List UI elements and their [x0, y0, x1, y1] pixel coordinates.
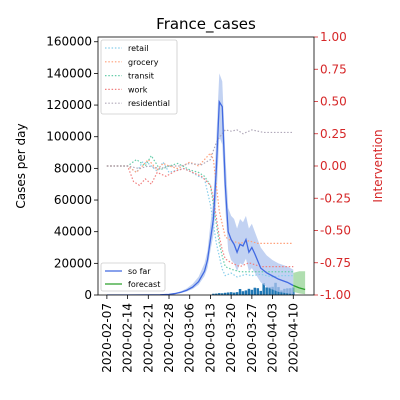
daily-case-bar: [262, 283, 265, 295]
plot-frame: [97, 36, 315, 296]
right-tick-label: -0.75: [320, 256, 351, 270]
daily-case-bar: [232, 292, 236, 295]
forecast-confidence-band: [293, 271, 306, 295]
intervention-line-residential: [106, 129, 294, 170]
daily-case-bar: [253, 287, 257, 295]
left-tick-label: 20000: [54, 256, 92, 270]
daily-case-bar: [271, 286, 274, 295]
y-axis-label: Cases per day: [14, 123, 28, 208]
x-tick-label: 2020-03-06: [183, 303, 197, 373]
x-tick-label: 2020-02-07: [100, 303, 114, 373]
chart-title: France_cases: [156, 15, 256, 34]
right-tick-label: -0.25: [320, 191, 351, 205]
left-tick-label: 140000: [46, 66, 92, 80]
x-tick-label: 2020-03-13: [203, 303, 217, 373]
so-far-line: [106, 99, 294, 295]
daily-case-bar: [212, 293, 215, 295]
x-tick-label: 2020-03-27: [245, 303, 259, 373]
daily-case-bar: [259, 290, 262, 295]
right-tick-label: 0.50: [320, 95, 347, 109]
daily-case-bar: [247, 288, 251, 295]
x-tick-label: 2020-03-20: [224, 303, 238, 373]
right-tick-label: 0.00: [320, 159, 347, 173]
forecast-line: [293, 284, 306, 291]
legend-label-work: work: [128, 85, 148, 94]
right-tick-label: 0.25: [320, 127, 347, 141]
legend-cases: so far forecast: [100, 262, 166, 292]
daily-case-bar: [256, 288, 260, 295]
intervention-line-retail: [106, 160, 294, 278]
x-tick-label: 2020-04-10: [286, 303, 300, 373]
left-tick-label: 160000: [46, 35, 92, 49]
daily-case-bar: [215, 293, 218, 295]
x-axis: 2020-02-07 2020-02-14 2020-02-21 2020-02-28…: [100, 295, 300, 373]
x-tick-label: 2020-02-28: [162, 303, 176, 373]
right-y-axis: -1.00 -0.75 -0.50 -0.25 0.00 0.25 0.50 0.75 1.00: [314, 30, 351, 302]
left-tick-label: 80000: [54, 161, 92, 175]
right-tick-label: 0.75: [320, 62, 347, 76]
daily-case-bar: [244, 290, 248, 295]
intervention-line-grocery: [106, 152, 294, 245]
daily-case-bar: [218, 293, 221, 295]
daily-case-bar: [241, 291, 245, 295]
left-tick-label: 40000: [54, 225, 92, 239]
daily-case-bar: [226, 292, 230, 295]
intervention-line-transit: [106, 154, 294, 273]
legend-label-forecast: forecast: [128, 280, 160, 289]
so-far-confidence-band: [106, 73, 294, 295]
x-tick-label: 2020-04-03: [266, 303, 280, 373]
daily-case-bar: [223, 292, 227, 295]
legend-interventions: retail grocery transit work residential: [100, 39, 178, 115]
daily-case-bar: [268, 287, 271, 295]
y2-axis-label: Intervention: [371, 129, 385, 202]
daily-case-bar: [265, 287, 268, 295]
left-y-axis: 0 20000 40000 60000 80000 100000 120000 140000 1…: [46, 35, 98, 302]
daily-case-bar: [280, 290, 283, 295]
intervention-line-work: [106, 165, 294, 268]
left-tick-label: 60000: [54, 193, 92, 207]
right-tick-label: -0.50: [320, 224, 351, 238]
right-tick-label: 1.00: [320, 30, 347, 44]
x-tick-label: 2020-02-14: [121, 303, 135, 373]
daily-case-bar: [229, 292, 233, 295]
daily-case-bar: [250, 289, 254, 295]
legend-label-grocery: grocery: [128, 58, 159, 67]
left-tick-label: 0: [84, 288, 92, 302]
plot-area: [106, 73, 306, 295]
right-tick-label: -1.00: [320, 288, 351, 302]
legend-label-so-far: so far: [128, 267, 151, 276]
daily-case-bar: [238, 288, 242, 295]
legend-label-retail: retail: [128, 44, 149, 53]
daily-case-bar: [221, 293, 224, 295]
left-tick-label: 100000: [46, 130, 92, 144]
left-tick-label: 120000: [46, 98, 92, 112]
legend-label-residential: residential: [128, 99, 170, 108]
x-tick-label: 2020-02-21: [141, 303, 155, 373]
legend-top-frame: [100, 39, 178, 115]
daily-case-bar: [235, 292, 239, 295]
legend-label-transit: transit: [128, 72, 154, 81]
